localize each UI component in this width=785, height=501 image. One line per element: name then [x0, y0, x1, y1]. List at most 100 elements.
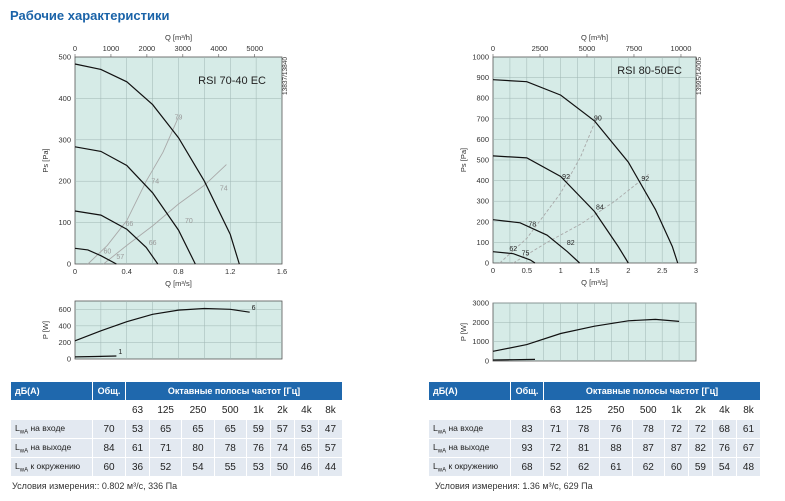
- q-bottom-tick-label: 0.4: [122, 267, 132, 276]
- value-cell: 80: [181, 438, 215, 458]
- value-cell: 88: [599, 438, 633, 458]
- blank-cell: [428, 400, 511, 420]
- value-cell: 57: [269, 419, 295, 439]
- q-top-tick-label: 4000: [210, 44, 227, 53]
- p-tick-label: 3000: [472, 299, 489, 308]
- value-cell: 52: [149, 457, 183, 477]
- value-cell: 65: [181, 419, 215, 439]
- q-bottom-tick-label: 1.2: [225, 267, 235, 276]
- value-cell: 71: [542, 419, 569, 439]
- q-bottom-tick-label: 0.8: [173, 267, 183, 276]
- header-dba: дБ(А): [428, 381, 511, 401]
- ps-tick-label: 800: [476, 94, 489, 103]
- blank-cell: [10, 400, 93, 420]
- efficiency-label: 74: [151, 179, 159, 186]
- efficiency-line: [87, 116, 179, 265]
- band-label: 1k: [663, 400, 689, 420]
- row-label-text: на выходе: [448, 441, 490, 452]
- band-label: 2k: [687, 400, 713, 420]
- efficiency-label: 78: [528, 221, 536, 228]
- band-label: 500: [213, 400, 247, 420]
- value-cell: 44: [317, 457, 344, 477]
- efficiency-label: 90: [594, 115, 602, 122]
- efficiency-label: 92: [562, 174, 570, 181]
- row-label-text: к окружению: [30, 460, 81, 471]
- ps-tick-label: 600: [476, 135, 489, 144]
- power-curve-1: [74, 355, 117, 358]
- efficiency-label: 79: [175, 115, 183, 122]
- header-total: Общ.: [92, 381, 126, 401]
- ps-tick-label: 700: [476, 114, 489, 123]
- q-top-axis-label: Q [m³/h]: [581, 33, 608, 42]
- row-label: LwA к окружению: [10, 457, 93, 477]
- efficiency-line: [499, 114, 599, 264]
- q-top-axis-label: Q [m³/h]: [165, 33, 192, 42]
- pressure-curve-2: [74, 210, 159, 265]
- p-tick-label: 0: [67, 355, 71, 364]
- value-cell: 50: [269, 457, 295, 477]
- row-label-text: на выходе: [30, 441, 72, 452]
- table-row: LwA на входе 70 53 65 65 65 59 57 53 47: [10, 419, 344, 439]
- value-cell: 62: [567, 457, 601, 477]
- band-label: 125: [567, 400, 601, 420]
- q-top-tick-label: 0: [73, 44, 77, 53]
- q-top-tick-label: 5000: [579, 44, 596, 53]
- row-label: LwA на выходе: [10, 438, 93, 458]
- value-cell: 76: [599, 419, 633, 439]
- value-cell: 54: [181, 457, 215, 477]
- p-tick-label: 200: [58, 338, 71, 347]
- ps-tick-label: 1000: [472, 53, 489, 62]
- lwa-sub: wA: [437, 467, 447, 474]
- pressure-curve-3: [492, 251, 536, 264]
- band-label: 250: [599, 400, 633, 420]
- pressure-curve-0: [492, 79, 679, 264]
- value-cell: 54: [711, 457, 737, 477]
- value-cell: 59: [245, 419, 271, 439]
- power-curve-1: [492, 358, 536, 361]
- value-cell: 53: [245, 457, 271, 477]
- lwa-prefix: L: [433, 422, 438, 433]
- p-tick-label: 1000: [472, 337, 489, 346]
- header-total: Общ.: [510, 381, 544, 401]
- power-curve-tag: 6: [252, 305, 256, 312]
- q-bottom-tick-label: 1: [559, 266, 563, 275]
- ps-tick-label: 900: [476, 73, 489, 82]
- value-cell: 53: [124, 419, 151, 439]
- header-octave: Октавные полосы частот [Гц]: [543, 381, 761, 401]
- lwa-prefix: L: [15, 460, 20, 471]
- value-cell: 61: [735, 419, 762, 439]
- band-label: 8k: [317, 400, 344, 420]
- band-label: 250: [181, 400, 215, 420]
- lwa-sub: wA: [19, 429, 29, 436]
- lwa-sub: wA: [19, 467, 29, 474]
- value-cell: 82: [687, 438, 713, 458]
- q-bottom-tick-label: 0.5: [522, 266, 532, 275]
- page-title: Рабочие характеристики: [10, 8, 170, 23]
- value-cell: 67: [735, 438, 762, 458]
- power-curve-tag: 1: [118, 349, 122, 356]
- header-dba: дБ(А): [10, 381, 93, 401]
- table-row: LwA на входе 83 71 78 76 78 72 72 68 61: [428, 419, 762, 439]
- band-label: 500: [631, 400, 665, 420]
- band-label: 8k: [735, 400, 762, 420]
- q-bottom-tick-label: 2: [626, 266, 630, 275]
- value-cell: 72: [663, 419, 689, 439]
- p-tick-label: 400: [58, 321, 71, 330]
- efficiency-label: 84: [596, 204, 604, 211]
- row-label-text: на входе: [448, 422, 484, 433]
- q-bottom-axis-label: Q [m³/s]: [581, 278, 608, 287]
- table-row: LwA на выходе 84 61 71 80 78 76 74 65 57: [10, 438, 344, 458]
- q-bottom-tick-label: 0: [73, 267, 77, 276]
- row-label: LwA на выходе: [428, 438, 511, 458]
- value-cell: 65: [213, 419, 247, 439]
- band-label: 63: [124, 400, 151, 420]
- q-bottom-tick-label: 1.5: [589, 266, 599, 275]
- octave-table-rsi-70-40: дБ(А) Общ. Октавные полосы частот [Гц] 63 12…: [10, 381, 344, 477]
- lwa-prefix: L: [433, 460, 438, 471]
- band-label: 63: [542, 400, 569, 420]
- value-cell: 48: [735, 457, 762, 477]
- header-octave: Октавные полосы частот [Гц]: [125, 381, 343, 401]
- chart-panel-right: 0 100 200 300 400 500 600 700 800 900 1000 0 0.5 1 1.5…: [392, 0, 784, 501]
- power-curve-0: [74, 307, 250, 342]
